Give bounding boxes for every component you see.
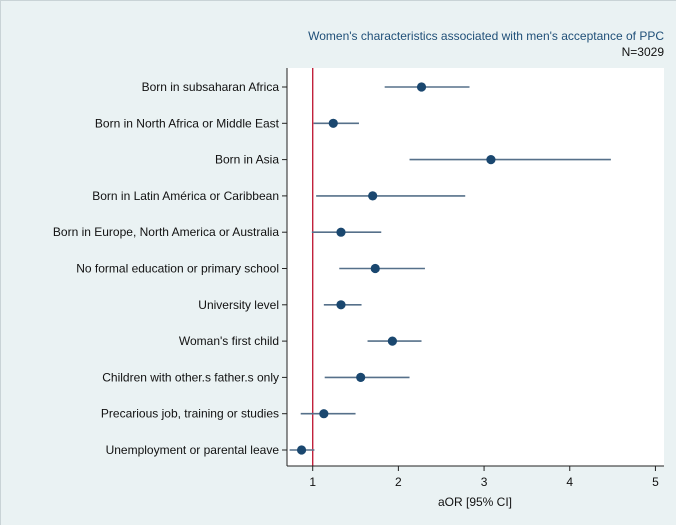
estimate-point [296, 445, 307, 455]
estimate-point [319, 409, 329, 419]
x-tick-label: 4 [566, 475, 573, 489]
category-label: Born in North Africa or Middle East [95, 116, 280, 130]
category-label: Precarious job, training or studies [101, 407, 279, 421]
estimate-point [387, 336, 397, 346]
x-tick-label: 3 [481, 475, 488, 489]
chart-title: Women's characteristics associated with … [308, 29, 664, 43]
estimate-point [368, 191, 378, 201]
x-axis-label: aOR [95% CI] [438, 495, 512, 509]
estimate-point [370, 263, 380, 274]
category-label: Born in subsaharan Africa [142, 80, 280, 94]
ci-layer [289, 86, 611, 451]
category-label: Woman's first child [179, 334, 279, 348]
estimate-point [416, 82, 427, 92]
category-label: Born in Latin América or Caribbean [92, 189, 279, 203]
x-tick-label: 2 [395, 475, 402, 489]
estimate-point [328, 118, 338, 128]
category-labels: Born in subsaharan Africa Born in North A… [53, 68, 288, 466]
category-label: No formal education or primary school [76, 262, 279, 276]
category-label: Unemployment or parental leave [106, 443, 280, 457]
chart-subtitle: N=3029 [622, 45, 665, 59]
x-tick-label: 5 [652, 475, 659, 489]
estimate-point [356, 372, 366, 382]
estimate-point [486, 155, 496, 165]
plot-area [287, 68, 664, 466]
point-layer [296, 82, 496, 455]
category-label: Born in Asia [215, 153, 279, 167]
estimate-point [336, 227, 346, 237]
x-axis: 1 2 3 4 5 [287, 465, 664, 489]
category-label: Born in Europe, North America or Austral… [53, 225, 279, 239]
x-tick-label: 1 [309, 475, 316, 489]
category-label: University level [198, 298, 279, 312]
estimate-point [336, 300, 346, 310]
category-label: Children with other.s father.s only [102, 370, 279, 384]
